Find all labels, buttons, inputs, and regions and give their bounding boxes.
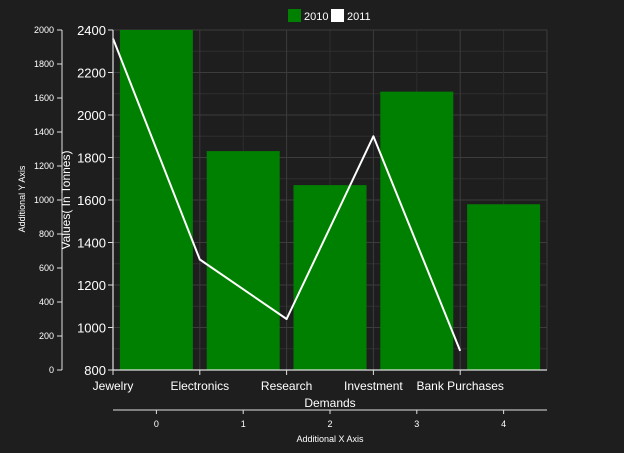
secondary-y-tick-label: 0	[49, 365, 54, 375]
secondary-y-tick-label: 1600	[34, 93, 54, 103]
bar-2010	[293, 185, 367, 370]
bar-2010	[467, 204, 541, 370]
y-tick-label: 1000	[77, 321, 106, 336]
y-tick-label: 2000	[77, 108, 106, 123]
secondary-y-tick-label: 1400	[34, 127, 54, 137]
x-tick-label: Electronics	[170, 379, 229, 393]
x-tick-label: Investment	[344, 379, 403, 393]
secondary-x-tick-label: 1	[241, 419, 246, 429]
secondary-y-tick-label: 2000	[34, 25, 54, 35]
secondary-y-tick-label: 1000	[34, 195, 54, 205]
secondary-y-tick-label: 1200	[34, 161, 54, 171]
legend-label-2010: 2010	[304, 11, 328, 23]
secondary-x-tick-label: 2	[327, 419, 332, 429]
secondary-x-axis-title: Additional X Axis	[296, 434, 364, 444]
y-tick-label: 800	[84, 363, 106, 378]
secondary-x-tick-label: 3	[414, 419, 419, 429]
secondary-y-axis-title: Additional Y Axis	[17, 165, 27, 232]
line-2011	[112, 38, 462, 352]
y-tick-label: 1200	[77, 278, 106, 293]
legend-swatch-2010	[288, 9, 301, 22]
line-layer	[112, 38, 462, 352]
secondary-y-tick-label: 400	[39, 297, 54, 307]
x-tick-label: Jewelry	[93, 379, 134, 393]
legend-label-2011: 2011	[347, 11, 371, 23]
y-axis-title: Values( In Tonnes)	[59, 151, 73, 250]
bar-2010	[380, 91, 454, 370]
secondary-y-tick-label: 1800	[34, 59, 54, 69]
legend-swatch-2011	[331, 9, 344, 22]
x-tick-label: Research	[261, 379, 312, 393]
y-tick-label: 1800	[77, 151, 106, 166]
x-axis-title: Demands	[304, 396, 355, 410]
secondary-y-tick-label: 800	[39, 229, 54, 239]
y-tick-label: 2400	[77, 23, 106, 38]
axes-layer: 80010001200140016001800200022002400Jewel…	[34, 23, 547, 429]
legend: 2010 2011	[288, 9, 371, 23]
bar-2010	[119, 30, 193, 370]
secondary-y-tick-label: 200	[39, 331, 54, 341]
bar-2010	[206, 151, 280, 370]
secondary-y-tick-label: 600	[39, 263, 54, 273]
y-tick-label: 1400	[77, 236, 106, 251]
secondary-x-tick-label: 0	[154, 419, 159, 429]
y-tick-label: 2200	[77, 66, 106, 81]
secondary-x-tick-label: 4	[501, 419, 506, 429]
x-tick-label: Bank Purchases	[417, 379, 504, 393]
y-tick-label: 1600	[77, 193, 106, 208]
